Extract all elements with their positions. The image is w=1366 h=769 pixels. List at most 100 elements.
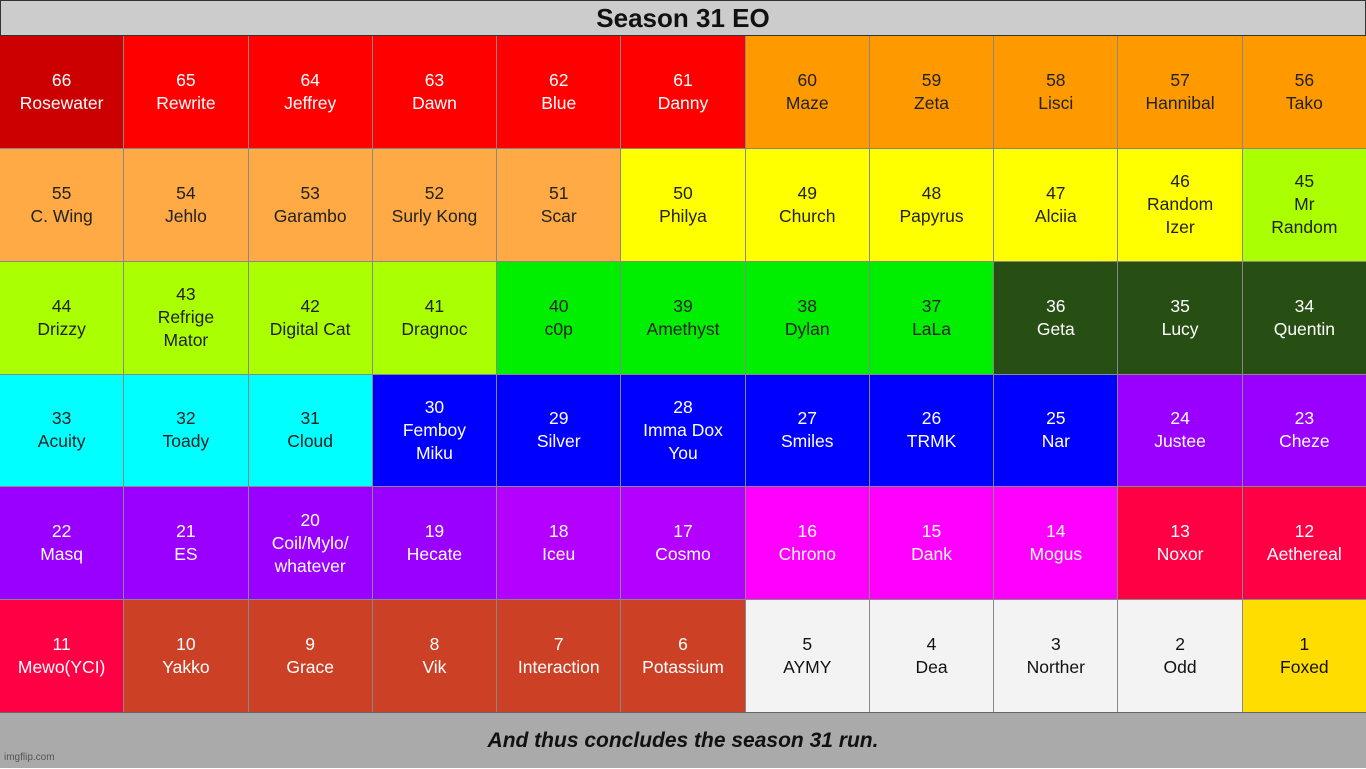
placement-cell: 11 Mewo(YCI) xyxy=(0,600,124,712)
contestant-name: Rewrite xyxy=(156,92,216,113)
placement-cell: 42 Digital Cat xyxy=(248,261,372,374)
placement-rank: 64 xyxy=(300,69,320,90)
placement-rank: 35 xyxy=(1170,295,1190,316)
contestant-name: Rosewater xyxy=(19,92,104,113)
contestant-name: Quentin xyxy=(1273,318,1335,339)
placement-rank: 20 xyxy=(300,509,320,530)
placement-rank: 57 xyxy=(1170,69,1190,90)
contestant-name: Drizzy xyxy=(37,318,86,339)
placement-cell: 52 Surly Kong xyxy=(372,148,497,261)
contestant-name: Random Izer xyxy=(1147,194,1214,238)
contestant-name: Cloud xyxy=(287,431,334,452)
placement-cell: 34 Quentin xyxy=(1242,261,1366,374)
placement-rank: 27 xyxy=(797,408,817,429)
placement-cell: 56 Tako xyxy=(1242,36,1366,148)
placement-rank: 39 xyxy=(673,295,693,316)
contestant-name: Toady xyxy=(162,431,210,452)
placement-rank: 65 xyxy=(176,69,196,90)
placement-cell: 47 Alciia xyxy=(994,148,1118,261)
contestant-name: Vik xyxy=(422,657,447,678)
placement-rank: 37 xyxy=(921,295,942,316)
contestant-name: Blue xyxy=(541,92,577,113)
contestant-name: Interaction xyxy=(517,657,600,678)
placement-rank: 32 xyxy=(176,408,196,429)
contestant-name: Maze xyxy=(785,92,829,113)
contestant-name: Chrono xyxy=(778,544,836,565)
contestant-name: Jehlo xyxy=(164,205,207,226)
contestant-name: Dylan xyxy=(784,318,830,339)
placement-rank: 3 xyxy=(1050,634,1061,655)
placement-cell: 29 Silver xyxy=(497,374,621,487)
placement-rank: 29 xyxy=(548,408,569,429)
placement-rank: 25 xyxy=(1046,408,1066,429)
placement-cell: 54 Jehlo xyxy=(124,148,248,261)
contestant-name: Mogus xyxy=(1029,544,1083,565)
watermark: imgflip.com xyxy=(4,752,55,763)
contestant-name: Alciia xyxy=(1034,205,1077,226)
contestant-name: Femboy Miku xyxy=(402,419,467,463)
contestant-name: Silver xyxy=(536,431,581,452)
contestant-name: Papyrus xyxy=(899,205,964,226)
placement-rank: 63 xyxy=(424,69,445,90)
contestant-name: Hannibal xyxy=(1145,92,1215,113)
placement-rank: 60 xyxy=(797,69,817,90)
contestant-name: Refrige Mator xyxy=(157,307,215,351)
contestant-name: Garambo xyxy=(273,205,347,226)
contestant-name: Nar xyxy=(1041,431,1070,452)
placement-cell: 45 Mr Random xyxy=(1242,148,1366,261)
contestant-name: Philya xyxy=(659,205,707,226)
placement-rank: 62 xyxy=(548,69,569,90)
placement-rank: 40 xyxy=(548,295,569,316)
placement-cell: 60 Maze xyxy=(745,36,869,148)
placement-rank: 38 xyxy=(797,295,817,316)
placement-rank: 42 xyxy=(300,295,320,316)
placement-cell: 40 c0p xyxy=(497,261,621,374)
contestant-name: Potassium xyxy=(642,657,724,678)
placement-rank: 30 xyxy=(424,396,445,417)
placement-cell: 26 TRMK xyxy=(869,374,994,487)
placement-cell: 17 Cosmo xyxy=(621,487,745,600)
placement-cell: 51 Scar xyxy=(497,148,621,261)
contestant-name: Imma Dox You xyxy=(643,419,723,463)
contestant-name: Justee xyxy=(1154,431,1206,452)
placement-rank: 44 xyxy=(51,295,72,316)
placement-rank: 5 xyxy=(802,634,813,655)
placement-cell: 57 Hannibal xyxy=(1118,36,1242,148)
placement-cell: 13 Noxor xyxy=(1118,487,1242,600)
contestant-name: Masq xyxy=(40,544,84,565)
placement-rank: 19 xyxy=(424,521,445,542)
placement-rank: 10 xyxy=(176,634,196,655)
placement-cell: 63 Dawn xyxy=(372,36,497,148)
contestant-name: Tako xyxy=(1285,92,1323,113)
placement-cell: 53 Garambo xyxy=(248,148,372,261)
placement-rank: 12 xyxy=(1294,521,1315,542)
contestant-name: Danny xyxy=(657,92,709,113)
placement-cell: 32 Toady xyxy=(124,374,248,487)
placement-cell: 4 Dea xyxy=(869,600,994,712)
placement-cell: 55 C. Wing xyxy=(0,148,124,261)
placement-rank: 16 xyxy=(797,521,817,542)
contestant-name: Surly Kong xyxy=(391,205,478,226)
placement-rank: 43 xyxy=(176,284,196,305)
contestant-name: Amethyst xyxy=(646,318,720,339)
placement-cell: 15 Dank xyxy=(869,487,994,600)
placement-rank: 13 xyxy=(1170,521,1190,542)
contestant-name: ES xyxy=(174,544,198,565)
placement-cell: 39 Amethyst xyxy=(621,261,745,374)
placement-rank: 21 xyxy=(176,521,196,542)
contestant-name: Iceu xyxy=(542,544,576,565)
placement-rank: 36 xyxy=(1046,295,1066,316)
contestant-name: Lisci xyxy=(1038,92,1074,113)
placement-cell: 66 Rosewater xyxy=(0,36,124,148)
placement-rank: 11 xyxy=(52,634,71,655)
placement-cell: 58 Lisci xyxy=(994,36,1118,148)
contestant-name: Church xyxy=(779,205,836,226)
placement-rank: 34 xyxy=(1294,295,1315,316)
placement-rank: 56 xyxy=(1294,69,1315,90)
placement-rank: 58 xyxy=(1046,69,1066,90)
placement-rank: 23 xyxy=(1294,408,1315,429)
placement-rank: 33 xyxy=(51,408,72,429)
placement-rank: 31 xyxy=(300,408,320,429)
placement-rank: 24 xyxy=(1170,408,1190,429)
placement-cell: 36 Geta xyxy=(994,261,1118,374)
